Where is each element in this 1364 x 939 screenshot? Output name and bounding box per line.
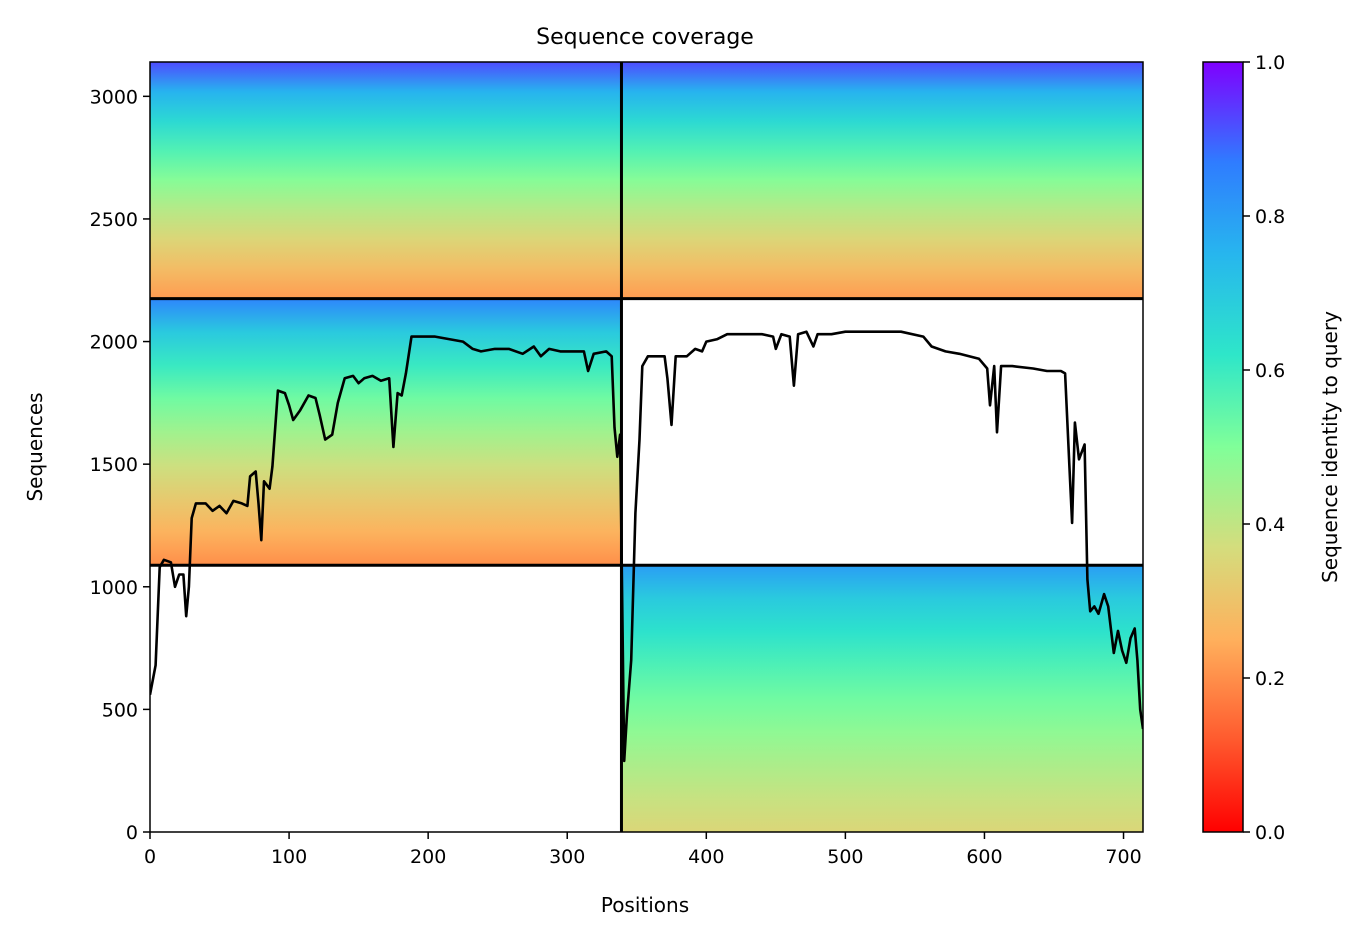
y-tick-label: 1500 bbox=[90, 454, 138, 476]
colorbar-tick-label: 0.6 bbox=[1255, 360, 1285, 382]
colorbar-tick-label: 0.8 bbox=[1255, 206, 1285, 228]
x-axis: 0 100 200 300 400 500 600 700 bbox=[144, 832, 1142, 868]
y-tick-label: 500 bbox=[102, 699, 138, 721]
x-tick-label: 500 bbox=[827, 846, 863, 868]
x-axis-label: Positions bbox=[601, 893, 689, 917]
x-tick-label: 200 bbox=[410, 846, 446, 868]
x-tick-label: 400 bbox=[688, 846, 724, 868]
colorbar: 0.0 0.2 0.4 0.6 0.8 1.0 Sequence identity to … bbox=[1202, 52, 1342, 844]
coverage-block bbox=[621, 565, 1143, 832]
y-tick-label: 0 bbox=[126, 822, 138, 844]
y-axis-label: Sequences bbox=[23, 392, 47, 501]
x-tick-label: 100 bbox=[271, 846, 307, 868]
colorbar-tick-label: 0.2 bbox=[1255, 668, 1285, 690]
colorbar-tick-label: 0.4 bbox=[1255, 514, 1285, 536]
x-tick-label: 600 bbox=[966, 846, 1002, 868]
y-tick-label: 2000 bbox=[90, 332, 138, 354]
coverage-block bbox=[621, 62, 1143, 299]
y-tick-label: 3000 bbox=[90, 86, 138, 108]
plot-frame bbox=[149, 61, 1144, 833]
coverage-line bbox=[150, 330, 1143, 763]
chart-title: Sequence coverage bbox=[536, 25, 754, 50]
colorbar-tick-label: 1.0 bbox=[1255, 52, 1285, 74]
colorbar-ticks: 0.0 0.2 0.4 0.6 0.8 1.0 bbox=[1243, 52, 1285, 844]
x-tick-label: 300 bbox=[549, 846, 585, 868]
y-axis: 0 500 1000 1500 2000 2500 3000 bbox=[90, 86, 150, 844]
plot-area bbox=[150, 62, 1143, 832]
colorbar-gradient bbox=[1202, 61, 1244, 833]
coverage-blocks bbox=[150, 62, 1143, 832]
colorbar-label: Sequence identity to query bbox=[1318, 311, 1342, 583]
coverage-block bbox=[150, 298, 622, 566]
x-tick-label: 0 bbox=[144, 846, 156, 868]
y-tick-label: 2500 bbox=[90, 209, 138, 231]
colorbar-tick-label: 0.0 bbox=[1255, 822, 1285, 844]
y-tick-label: 1000 bbox=[90, 577, 138, 599]
coverage-block bbox=[150, 62, 622, 299]
x-tick-label: 700 bbox=[1105, 846, 1141, 868]
